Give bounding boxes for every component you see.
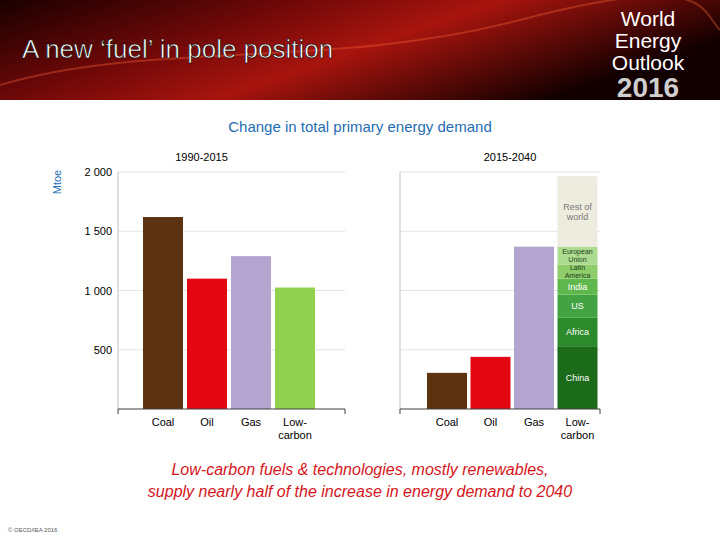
footer-line: supply nearly half of the increase in en… [148, 483, 572, 500]
logo-year: 2016 [617, 72, 679, 103]
x-axis-line [400, 408, 600, 409]
label-line: Low- [566, 416, 590, 428]
x-axis-end-tick [118, 409, 119, 414]
segment-labels: ChinaAfricaUSIndiaLatinAmericaEuropeanUn… [562, 202, 592, 383]
x-axis-line [118, 408, 345, 409]
x-tick-label: Coal [152, 416, 175, 428]
label-line: Rest of [563, 202, 592, 212]
logo-word: Outlook [612, 51, 685, 74]
stack-segment [558, 264, 598, 278]
y-axis-line [400, 172, 401, 409]
segment-label: Africa [566, 327, 589, 337]
grid-line [118, 172, 345, 173]
label-line: America [565, 272, 591, 279]
x-tick-label: Gas [241, 416, 262, 428]
stack-segment [558, 176, 598, 247]
slide: A new ‘fuel’ in pole position WorldEnergy… [0, 0, 720, 540]
y-tick-label: 500 [94, 344, 112, 356]
logo-word: Energy [615, 29, 682, 52]
bar [231, 256, 271, 409]
label-line: Coal [152, 416, 175, 428]
header-band [0, 0, 720, 100]
chart-panel: 1990-2015 Mtoe 500 1 000 1 500 2 000 Coal Oil Ga… [51, 151, 345, 441]
y-tick-label: 2 000 [84, 166, 112, 178]
label-line: Oil [200, 416, 213, 428]
label-line: China [566, 373, 590, 383]
header-swirl [0, 0, 720, 85]
logo-word: World [621, 7, 675, 30]
marks [427, 176, 598, 409]
stack-segment [558, 247, 598, 265]
bar [471, 357, 511, 409]
x-tick-label: Low-carbon [278, 416, 312, 441]
x-axis-end-tick [400, 409, 401, 414]
label-line: Latin [570, 264, 585, 271]
segment-label: Rest ofworld [563, 202, 592, 222]
panel-title: 2015-2040 [484, 151, 537, 163]
x-tick-label: Gas [524, 416, 545, 428]
marks [143, 217, 315, 409]
segment-label: LatinAmerica [565, 264, 591, 279]
label-line: world [566, 212, 589, 222]
copyright: © OECD/IEA 2016 [8, 527, 58, 533]
y-tick-label: 1 500 [84, 225, 112, 237]
y-axis-line [118, 172, 119, 409]
bar [187, 279, 227, 409]
label-line: Oil [484, 416, 497, 428]
segment-label: EuropeanUnion [562, 248, 592, 263]
y-axis-label: Mtoe [51, 170, 63, 194]
x-tick-label: Low-carbon [561, 416, 595, 441]
label-line: carbon [278, 429, 312, 441]
label-line: India [568, 282, 588, 292]
stack-segment [558, 346, 598, 409]
stack-segment [558, 318, 598, 346]
x-axis-end-tick [600, 409, 601, 414]
x-tick-label: Coal [436, 416, 459, 428]
stack-segment [558, 279, 598, 295]
bar [143, 217, 183, 409]
segment-label: India [568, 282, 588, 292]
label-line: Gas [241, 416, 262, 428]
panel-title: 1990-2015 [175, 151, 228, 163]
x-axis-end-tick [345, 409, 346, 414]
bar [427, 373, 467, 409]
grid-line [400, 172, 600, 173]
x-tick-label: Oil [200, 416, 213, 428]
chart-heading: Change in total primary energy demand [228, 118, 491, 135]
bar [275, 288, 315, 409]
label-line: carbon [561, 429, 595, 441]
label-line: Low- [283, 416, 307, 428]
segment-label: US [571, 301, 584, 311]
stack-segment [558, 295, 598, 318]
y-tick-label: 1 000 [84, 285, 112, 297]
x-tick-label: Oil [484, 416, 497, 428]
page-title: A new ‘fuel’ in pole position [22, 34, 333, 64]
chart-panel: 2015-2040ChinaAfricaUSIndiaLatinAmericaE… [400, 151, 600, 441]
label-line: US [571, 301, 584, 311]
label-line: Union [568, 256, 586, 263]
bar [514, 247, 554, 409]
label-line: Africa [566, 327, 589, 337]
label-line: Gas [524, 416, 545, 428]
footer-line: Low-carbon fuels & technologies, mostly … [171, 461, 548, 478]
label-line: Coal [436, 416, 459, 428]
segment-label: China [566, 373, 590, 383]
